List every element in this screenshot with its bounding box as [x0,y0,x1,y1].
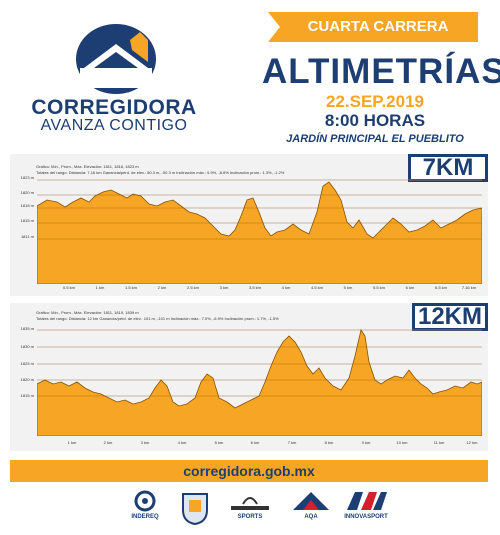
y-tick: 1825 m [20,361,34,366]
event-ribbon: CUARTA CARRERA [268,12,478,42]
profile-panel-12km: Gráfico: Mín., Prom., Máx. Elevación: 18… [10,303,488,451]
x-tick: 3 km [219,285,229,290]
indereq-logo-icon [134,490,156,512]
x-tick: 3.5 km [248,285,261,290]
x-tick: 11 km [433,440,445,445]
y-tick: 1815 m [20,393,34,398]
y-tick: 1815 m [20,218,34,223]
elevation-area-7km [37,181,482,284]
page-title: ALTIMETRÍAS [262,52,500,91]
y-tick: 1830 m [20,344,34,349]
brand-name: CORREGIDORA [31,96,197,119]
profile-tag-12km: 12KM [412,303,488,331]
x-tick: 5 km [214,440,224,445]
x-tick: 3 km [140,440,150,445]
website-bar: corregidora.gob.mx [10,460,488,482]
x-tick: 4.5 km [310,285,323,290]
elevation-area-12km [37,329,482,436]
sponsor-label: SPORTS [237,514,263,520]
x-tick: 1 km [95,285,105,290]
x-tick: 2 km [157,285,167,290]
y-tick: 1818 m [20,203,34,208]
profile-info-line1: Gráfico: Mín., Prom., Máx. Elevación: 18… [36,164,139,169]
y-tick: 1835 m [20,326,34,331]
sponsor-label: INDEREQ [131,514,159,520]
website-link[interactable]: corregidora.gob.mx [183,463,315,479]
innovasport-logo-icon [347,492,387,510]
x-tick: 2 km [103,440,113,445]
profile-info-line2: Totales del rango: Distancia: 12 km Gana… [36,316,279,321]
sponsor-label: INNOVASPORT [344,514,388,520]
aqa-logo-icon [293,492,329,510]
ribbon-label: CUARTA CARRERA [307,18,449,35]
x-tick: 1.5 km [124,285,137,290]
sponsor-crest [175,490,215,530]
profile-panel-7km: Gráfico: Mín., Prom., Máx. Elevación: 18… [10,154,488,296]
sponsor-indereq: INDEREQ [120,490,170,530]
x-tick: 4 km [281,285,291,290]
elevation-chart-7km [37,179,482,284]
x-tick: 6.5 km [434,285,447,290]
x-tick: 8 km [324,440,334,445]
x-tick: 7 km [287,440,297,445]
y-tick: 1823 m [20,175,34,180]
x-tick: 5.5 km [372,285,385,290]
elevation-chart-12km [37,329,482,436]
y-tick: 1811 m [20,234,34,239]
x-tick: 6 km [250,440,260,445]
x-tick: 12 km [466,440,478,445]
x-tick: 6 km [405,285,415,290]
profile-info-line1: Gráfico: Mín., Prom., Máx. Elevación: 18… [36,310,139,315]
sponsor-innovasport: INNOVASPORT [338,490,394,530]
sponsor-aqa: AQA [288,490,334,530]
event-time: 8:00 HORAS [324,111,426,130]
brand-slogan: AVANZA CONTIGO [40,117,188,134]
sports-logo-icon [231,497,269,510]
x-tick: 10 km [396,440,408,445]
corregidora-logo [76,24,156,94]
sponsor-label: AQA [304,514,318,520]
x-tick: 9 km [361,440,371,445]
x-tick: 2.5 km [186,285,199,290]
profile-info-line2: Totales del rango: Distancia: 7.16 km Ga… [36,170,285,175]
municipal-crest-icon [182,493,208,526]
x-tick: 5 km [343,285,353,290]
profile-tag-7km: 7KM [408,154,488,182]
x-tick: 4 km [177,440,187,445]
x-tick: 7.16 km [461,285,477,290]
event-date: 22.SEP.2019 [326,92,424,111]
sponsor-sports: SPORTS [222,490,278,530]
event-place: JARDÍN PRINCIPAL EL PUEBLITO [286,133,464,145]
y-tick: 1820 m [20,190,34,195]
x-tick: 1 km [67,440,77,445]
y-tick: 1820 m [20,377,34,382]
x-tick: 0.5 km [62,285,75,290]
